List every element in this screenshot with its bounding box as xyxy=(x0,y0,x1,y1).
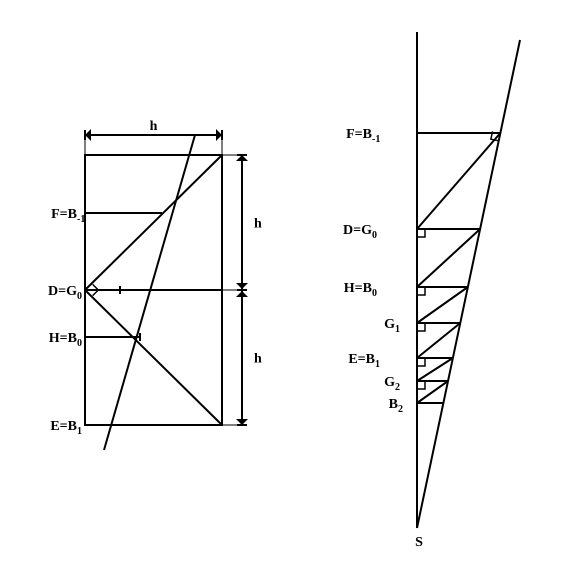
right-label-E: E=B1 xyxy=(348,352,380,370)
left-label-D: D=G0 xyxy=(48,284,82,302)
right-angle-mark xyxy=(417,229,425,237)
right-slant xyxy=(417,40,520,528)
right-angle-mark xyxy=(417,381,425,389)
right-label-H: H=B0 xyxy=(344,281,377,299)
left-label-E: E=B1 xyxy=(50,419,82,437)
arrowhead xyxy=(236,291,248,297)
svg-text:-1: -1 xyxy=(372,134,380,145)
svg-text:G: G xyxy=(384,317,395,332)
svg-text:h: h xyxy=(150,119,158,134)
left-label-H: H=B0 xyxy=(49,331,82,349)
dim-right-label-top: h xyxy=(254,217,262,232)
svg-text:2: 2 xyxy=(395,382,400,393)
left-diag-upper xyxy=(85,155,222,290)
dim-right-label-bottom: h xyxy=(254,352,262,367)
left-long-diagonal xyxy=(104,135,195,450)
right-angle-mark xyxy=(417,287,425,295)
right-angle-mark xyxy=(417,323,425,331)
right-label-D: D=G0 xyxy=(343,223,377,241)
arrowhead xyxy=(236,283,248,289)
svg-text:E=B: E=B xyxy=(348,352,375,367)
svg-text:S: S xyxy=(415,535,423,550)
right-label-B2: B2 xyxy=(389,397,403,415)
right-zig-F-D xyxy=(417,133,500,229)
svg-text:2: 2 xyxy=(398,404,403,415)
svg-text:1: 1 xyxy=(375,359,380,370)
left-label-F: F=B-1 xyxy=(51,207,85,225)
svg-text:H=B: H=B xyxy=(49,331,77,346)
svg-text:0: 0 xyxy=(77,338,82,349)
svg-text:1: 1 xyxy=(77,426,82,437)
svg-text:F=B: F=B xyxy=(346,127,372,142)
svg-text:0: 0 xyxy=(372,230,377,241)
svg-text:G: G xyxy=(384,375,395,390)
svg-text:F=B: F=B xyxy=(51,207,77,222)
svg-text:D=G: D=G xyxy=(48,284,77,299)
dim-top-label: h xyxy=(150,119,158,134)
right-zig-E-G2 xyxy=(417,358,453,381)
left-diag-lower xyxy=(85,290,222,425)
svg-text:0: 0 xyxy=(372,288,377,299)
right-angle-mark xyxy=(417,358,425,366)
svg-text:D=G: D=G xyxy=(343,223,372,238)
svg-text:E=B: E=B xyxy=(50,419,77,434)
right-label-G1: G1 xyxy=(384,317,400,335)
svg-text:H=B: H=B xyxy=(344,281,372,296)
right-label-F: F=B-1 xyxy=(346,127,380,145)
svg-text:h: h xyxy=(254,217,262,232)
right-label-S: S xyxy=(415,535,423,550)
svg-text:B: B xyxy=(389,397,398,412)
svg-text:h: h xyxy=(254,352,262,367)
svg-text:-1: -1 xyxy=(77,214,85,225)
svg-text:0: 0 xyxy=(77,291,82,302)
right-label-G2: G2 xyxy=(384,375,400,393)
svg-text:1: 1 xyxy=(395,324,400,335)
